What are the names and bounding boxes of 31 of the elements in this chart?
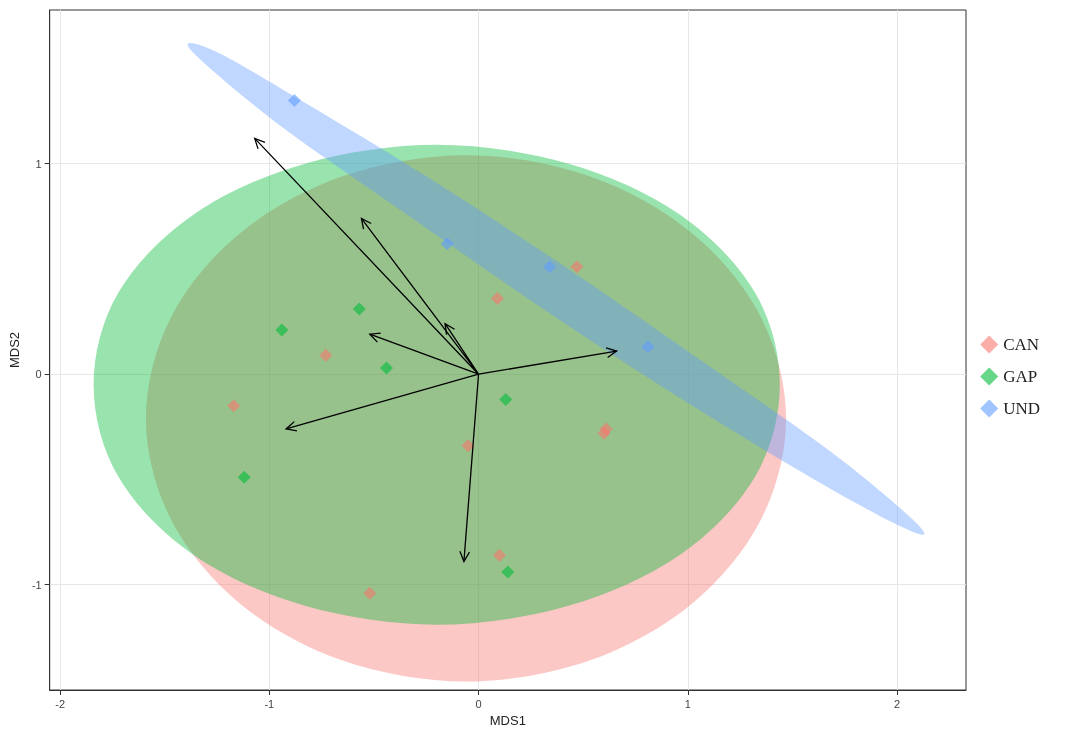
x-tick-label: 2	[893, 697, 901, 710]
point	[499, 392, 513, 406]
y-tick-label: -1	[31, 578, 42, 591]
legend-label: GAP	[1003, 367, 1038, 386]
point	[543, 260, 557, 274]
legend-label: UND	[1003, 399, 1041, 418]
point	[461, 439, 475, 453]
point	[380, 361, 393, 375]
point	[237, 470, 251, 484]
point	[501, 565, 515, 579]
point	[492, 548, 506, 562]
y-tick-label: 1	[35, 157, 42, 170]
y-tick-label: 0	[35, 368, 42, 381]
legend-label: CAN	[1003, 335, 1040, 354]
point	[352, 302, 366, 316]
point	[363, 586, 377, 600]
x-tick-label: -2	[55, 697, 66, 710]
point	[490, 291, 504, 305]
point	[227, 399, 241, 413]
point	[641, 340, 655, 354]
x-tick-label: 0	[475, 697, 482, 710]
x-axis-title: MDS1	[489, 712, 526, 728]
point	[570, 260, 584, 274]
point	[275, 323, 289, 337]
point	[597, 426, 611, 440]
point	[319, 348, 333, 362]
x-tick-label: -1	[264, 697, 275, 710]
y-axis-title: MDS2	[7, 331, 22, 369]
x-tick-label: 1	[684, 697, 691, 710]
point	[287, 94, 301, 108]
point	[440, 237, 454, 251]
